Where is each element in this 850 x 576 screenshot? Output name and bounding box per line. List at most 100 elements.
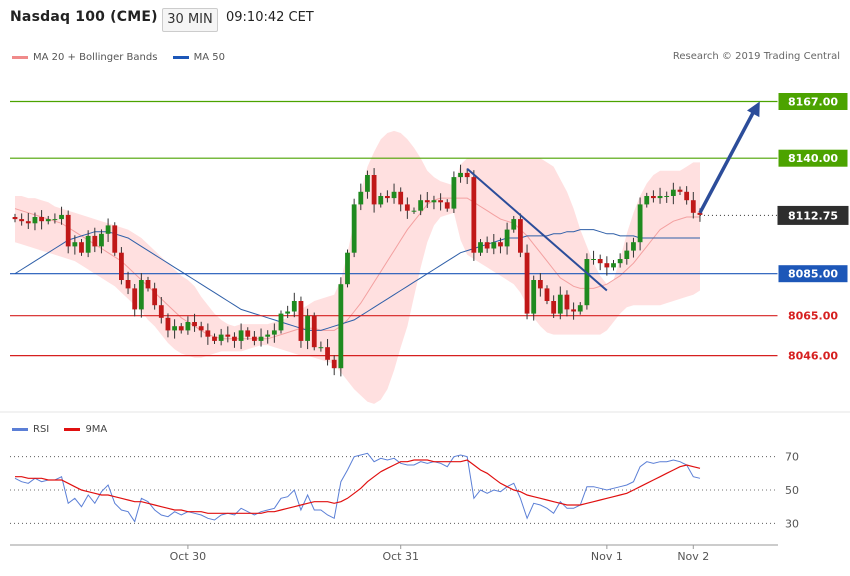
timeframe-button[interactable]: 30 MIN [162,8,218,32]
candle-body-13 [99,233,104,247]
ma50-line [14,229,700,331]
candle-body-96 [651,196,656,199]
candle-body-43 [298,301,304,341]
candle-body-94 [637,204,643,243]
candle-body-99 [670,189,676,196]
candle-body-33 [232,336,237,341]
candle-body-37 [258,336,264,341]
candle-body-63 [431,200,437,203]
candle-body-26 [185,322,191,331]
level-label-box-2 [777,205,849,225]
candle-body-47 [325,347,330,360]
rsi-tick-0: 70 [785,451,799,464]
level-label-box-0 [777,92,849,111]
candle-body-50 [345,252,350,285]
candle-body-57 [391,191,397,199]
legend-item-ma50: MA 50 [172,52,225,63]
rsi-9ma-line [15,459,701,514]
candle-body-45 [311,315,317,348]
candle-body-34 [238,330,244,341]
candle-body-41 [285,311,291,314]
candle-body-5 [45,219,51,222]
forecast-arrow-head [747,101,760,118]
level-label-2: 8112.75 [788,209,838,222]
candle-body-31 [218,334,224,341]
main-legend: MA 20 + Bollinger Bands MA 50 [12,51,237,63]
candle-body-95 [644,196,650,205]
candle-body-18 [132,288,138,310]
bollinger-band [15,130,700,404]
candle-body-62 [424,200,430,203]
candle-body-22 [158,305,164,318]
candle-body-61 [418,200,424,211]
legend-item-rsi: RSI [12,424,49,435]
level-label-0: 8167.00 [788,96,838,109]
legend-label-rsi: RSI [33,424,50,435]
candle-body-65 [444,202,450,209]
candle-body-86 [584,259,590,306]
candle-body-35 [245,330,251,337]
candle-body-66 [451,177,457,209]
candle-body-15 [112,225,118,253]
candle-body-83 [564,294,570,310]
candle-body-90 [611,263,616,268]
candle-body-42 [291,301,297,312]
legend-item-9ma: 9MA [64,424,107,435]
candle-body-75 [511,219,517,230]
candle-body-68 [464,172,470,178]
legend-label-bb: MA 20 + Bollinger Bands [33,52,158,63]
candle-body-44 [305,315,310,341]
candle-body-85 [577,305,583,312]
level-label-box-1 [777,148,849,168]
candle-body-11 [85,235,91,253]
candle-body-81 [551,301,557,314]
candle-body-16 [119,252,124,280]
candle-body-93 [631,242,636,251]
candle-body-101 [684,191,690,201]
candle-body-84 [571,309,576,312]
candle-body-39 [271,330,277,335]
candle-body-9 [72,242,78,247]
candle-body-3 [32,217,38,224]
rsi-line [14,452,701,523]
candle-body-20 [145,280,151,289]
candle-body-53 [365,175,370,192]
credit-text: Research © 2019 Trading Central [672,51,840,62]
level-label-box-4 [777,306,849,326]
instrument-title: Nasdaq 100 (CME) [10,9,158,25]
level-label-3: 8085.00 [788,268,838,281]
x-tick-label-0: Oct 30 [170,550,207,563]
candle-body-51 [351,204,357,253]
candle-body-24 [172,326,177,331]
legend-swatch-bb [12,56,28,59]
candle-body-69 [471,177,477,253]
forecast-arrow [698,108,757,214]
timestamp: 09:10:42 CET [226,10,314,25]
candle-body-17 [125,280,131,289]
trendline [466,167,608,292]
candle-body-32 [225,334,231,337]
candle-body-59 [404,204,410,211]
level-label-5: 8046.00 [788,350,838,363]
rsi-tick-1: 50 [785,484,799,497]
candle-body-38 [265,334,271,337]
candle-body-64 [438,200,443,203]
candle-body-23 [165,317,171,331]
candle-body-73 [498,242,503,247]
candle-body-71 [484,242,490,249]
candle-body-87 [591,259,596,260]
legend-item-bb: MA 20 + Bollinger Bands [12,52,157,63]
candle-body-80 [544,288,550,301]
level-label-box-3 [777,264,849,284]
candle-body-89 [604,263,610,268]
candle-body-82 [557,294,563,314]
legend-swatch-rsi [12,428,28,431]
candle-body-21 [152,288,158,306]
candle-body-54 [371,175,377,205]
rsi-legend: RSI 9MA [12,423,119,435]
x-tick-label-3: Nov 2 [677,550,709,563]
candle-body-102 [690,200,696,213]
candle-body-55 [378,196,384,205]
chart-header: Nasdaq 100 (CME) 30 MIN 09:10:42 CET [0,0,850,40]
